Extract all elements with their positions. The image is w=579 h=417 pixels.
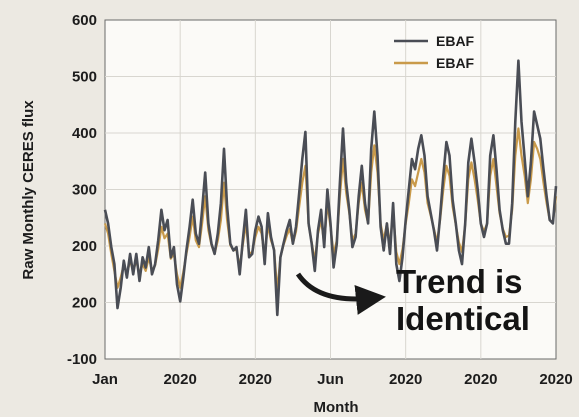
series-line-1 — [103, 59, 558, 317]
annotation-arrow — [295, 272, 386, 315]
y-tick-label: -100 — [67, 351, 97, 368]
legend-label-series-1: EBAF — [436, 33, 475, 49]
x-tick-label: 2020 — [464, 371, 497, 388]
y-axis-ticks: -100 200 200 300 400 500 600 — [67, 12, 97, 368]
x-tick-label: 2020 — [163, 371, 196, 388]
x-tick-label: 2020 — [389, 371, 422, 388]
x-axis-label: Month — [314, 399, 359, 416]
annotation-line-2: Identical — [396, 300, 530, 337]
x-tick-label: 2020 — [539, 371, 572, 388]
y-tick-label: 200 — [72, 238, 97, 255]
legend: EBAF EBAF — [394, 33, 475, 71]
legend-label-series-2: EBAF — [436, 55, 475, 71]
y-tick-label: 400 — [72, 125, 97, 142]
series-layer — [103, 59, 558, 317]
y-tick-label: 600 — [72, 12, 97, 29]
annotation-line-1: Trend is — [396, 263, 523, 300]
y-tick-label: 300 — [72, 182, 97, 199]
x-tick-label: 2020 — [239, 371, 272, 388]
y-tick-label: 500 — [72, 69, 97, 86]
x-tick-label: Jun — [317, 371, 344, 388]
x-tick-label: Jan — [92, 371, 118, 388]
y-tick-label: 200 — [72, 295, 97, 312]
x-axis-ticks: Jan 2020 2020 Jun 2020 2020 2020 — [92, 371, 573, 388]
y-axis-label: Raw Monthly CERES flux — [20, 100, 37, 280]
